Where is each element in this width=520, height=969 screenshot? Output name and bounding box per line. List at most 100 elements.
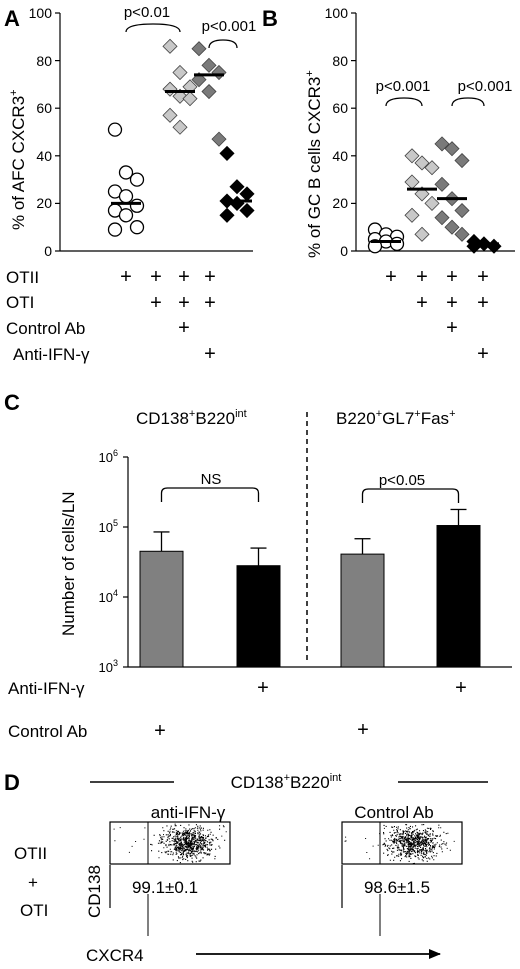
y-axis-label: % of GC B cells CXCR3+ — [304, 70, 324, 258]
comparison-bracket — [208, 39, 238, 49]
data-point — [172, 64, 188, 81]
plus-mark: + — [150, 292, 162, 314]
plus-mark: + — [446, 317, 458, 339]
panel-d-title: CD138+B220int — [231, 772, 342, 792]
row-label-otii: OTII — [6, 268, 39, 287]
bar — [236, 565, 281, 668]
data-point — [107, 122, 123, 137]
x-axis-label: CXCR4 — [86, 946, 144, 965]
y-axis-label: Number of cells/LN — [59, 491, 78, 636]
plus-mark: + — [178, 266, 190, 288]
condition-label: + — [28, 873, 38, 892]
plus-mark: + — [357, 719, 369, 741]
panel-label-b: B — [262, 6, 278, 31]
y-axis-label: CD138 — [85, 865, 104, 918]
ytick-label: 60 — [332, 100, 348, 116]
comparison-bracket — [361, 488, 460, 503]
data-point — [434, 210, 450, 226]
data-point — [129, 172, 145, 187]
ytick-label: 60 — [36, 100, 52, 116]
row-label-oti: OTI — [6, 293, 34, 312]
panel-d-flow-plots: CD138+B220int anti-IFN-γ Control Ab OTII… — [14, 772, 488, 965]
row-label-anti-ifn: Anti-IFN-γ — [13, 345, 90, 364]
data-point — [404, 207, 420, 223]
plus-mark: + — [416, 266, 428, 288]
gate-percent: 98.6±1.5 — [364, 878, 430, 897]
panel-c-bar-chart: CD138+B220int B220+GL7+Fas+ 106 105 104 … — [8, 408, 512, 742]
flow-plot-frame — [341, 821, 463, 865]
plus-mark: + — [178, 292, 190, 314]
condition-label: OTI — [20, 901, 48, 920]
ytick-label: 100 — [325, 5, 349, 21]
plot-title: Control Ab — [354, 803, 433, 822]
panel-b-scatter: 100 80 60 40 20 0 % of GC B cells CXCR3+… — [304, 5, 515, 259]
bar — [436, 525, 481, 668]
data-point — [129, 198, 145, 213]
data-point — [434, 136, 450, 152]
data-point — [414, 155, 430, 171]
row-label-anti-ifn: Anti-IFN-γ — [8, 679, 85, 698]
ytick-label: 40 — [36, 148, 52, 164]
plus-mark: + — [385, 266, 397, 288]
comparison-bracket — [451, 97, 485, 107]
ytick-label: 80 — [332, 53, 348, 69]
gate-percent: 99.1±0.1 — [132, 878, 198, 897]
data-point — [444, 141, 460, 157]
data-point — [454, 202, 470, 219]
ytick-label: 0 — [340, 243, 348, 259]
flow-events — [113, 823, 227, 864]
ytick-label: 105 — [99, 518, 118, 535]
plus-mark: + — [120, 266, 132, 288]
comparison-label: p<0.001 — [458, 78, 513, 95]
comparison-bracket — [160, 487, 260, 502]
data-point — [424, 160, 440, 176]
plus-mark: + — [455, 677, 467, 699]
flow-plot-frame — [109, 821, 231, 865]
data-point — [129, 220, 145, 235]
plus-marks: + + + + + + + + + + + + + + + + + + — [120, 266, 489, 365]
data-point — [219, 145, 235, 161]
data-point — [219, 207, 235, 223]
data-point — [118, 189, 134, 204]
flow-events — [344, 824, 455, 865]
ytick-label: 20 — [332, 195, 348, 211]
group-title-b220: B220+GL7+Fas+ — [336, 408, 456, 428]
ytick-label: 0 — [44, 243, 52, 259]
plus-mark: + — [446, 292, 458, 314]
data-point — [434, 176, 450, 192]
comparison-label: NS — [201, 471, 222, 488]
panel-label-d: D — [4, 770, 20, 795]
data-point — [367, 239, 383, 254]
panel-a-scatter: 100 80 60 40 20 0 % of AFC CXCR3+ p<0.01… — [8, 4, 256, 259]
ytick-label: 20 — [36, 195, 52, 211]
treatment-table: OTII OTI Control Ab Anti-IFN-γ + + + ++ + +++… — [6, 266, 489, 365]
plus-mark: + — [204, 343, 216, 365]
data-point — [162, 107, 178, 123]
comparison-bracket — [125, 23, 181, 33]
row-label-control-ab: Control Ab — [8, 722, 87, 741]
ytick-label: 80 — [36, 53, 52, 69]
data-point — [404, 174, 420, 190]
data-point — [454, 226, 470, 242]
plus-mark: + — [204, 292, 216, 314]
data-point — [191, 41, 207, 57]
data-point — [229, 179, 245, 195]
plus-mark: + — [150, 266, 162, 288]
data-point — [389, 236, 405, 252]
condition-label: OTII — [14, 844, 47, 863]
comparison-bracket — [385, 97, 423, 107]
data-point — [444, 219, 460, 235]
data-point — [454, 152, 470, 169]
ytick-label: 100 — [29, 5, 53, 21]
data-point — [404, 148, 420, 164]
data-point — [162, 38, 178, 54]
bar — [139, 550, 184, 668]
comparison-label: p<0.001 — [202, 18, 257, 35]
plus-mark: + — [477, 343, 489, 365]
data-point — [424, 195, 440, 211]
data-point — [211, 131, 227, 147]
data-point — [414, 226, 430, 242]
plus-mark: + — [477, 292, 489, 314]
data-point — [172, 119, 188, 135]
